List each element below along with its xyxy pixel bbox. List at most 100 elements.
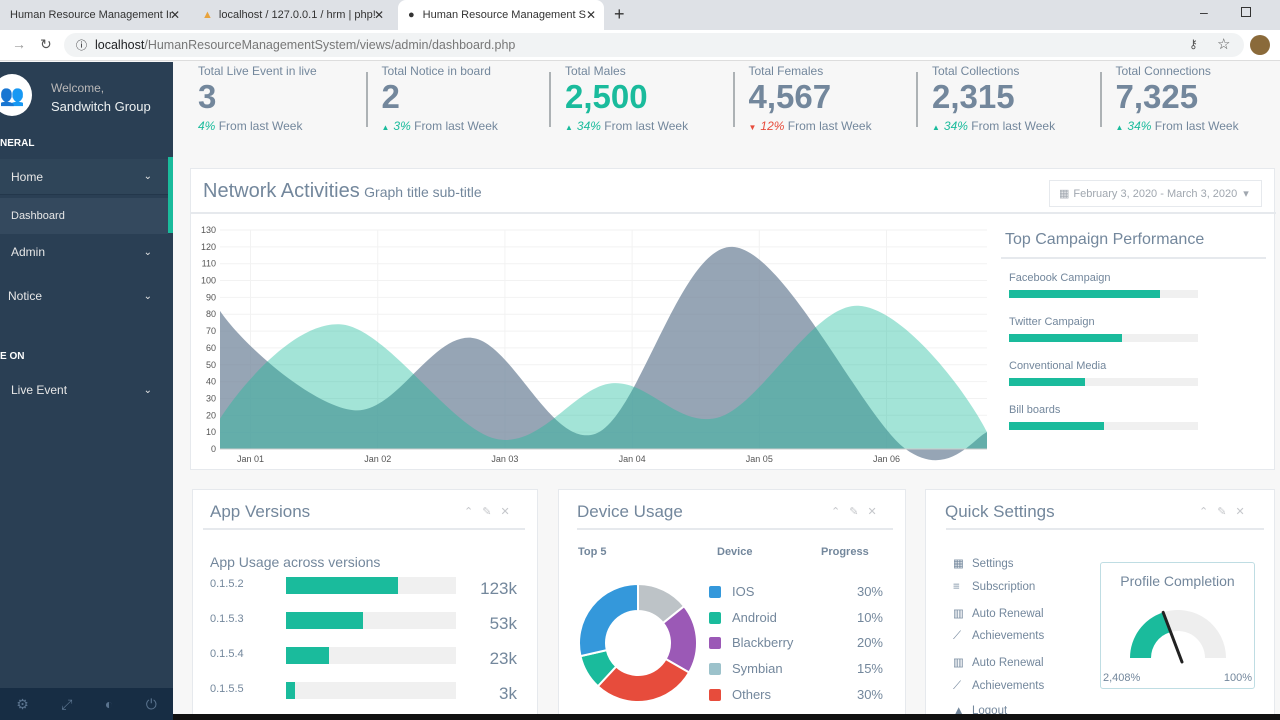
stat-separator xyxy=(365,72,368,127)
x-tick-label: Jan 06 xyxy=(873,454,900,464)
trend-up-icon: ▲ xyxy=(381,123,390,132)
active-indicator xyxy=(168,157,173,233)
y-tick-label: 120 xyxy=(201,242,216,252)
version-usage-value: 123k xyxy=(480,579,517,598)
divider xyxy=(577,528,893,530)
version-usage-bar xyxy=(286,682,456,699)
panel-subtitle: Graph title sub-title xyxy=(364,184,482,200)
version-label: 0.1.5.4 xyxy=(210,648,244,660)
campaign-label: Bill boards xyxy=(1009,404,1061,416)
power-icon[interactable]: ⏻ xyxy=(145,695,157,712)
gauge-fill xyxy=(1130,612,1170,658)
wrench-icon[interactable]: ✎ xyxy=(482,506,501,518)
stat-change: 4% xyxy=(198,119,216,133)
x-tick-label: Jan 02 xyxy=(364,454,391,464)
stat-footer: ▲ 3% From last Week xyxy=(382,119,498,133)
version-usage-value: 23k xyxy=(489,649,517,668)
sidebar-item-live-event[interactable]: Live Event ⌄ xyxy=(11,383,152,397)
user-name: Sandwitch Group xyxy=(51,99,151,114)
star-icon[interactable]: ☆ xyxy=(1217,36,1231,53)
gauge-min-label: 2,408% xyxy=(1103,672,1141,684)
device-name: Others xyxy=(732,686,772,702)
chevron-down-icon: ⌄ xyxy=(143,290,152,302)
browser-tab[interactable]: ▲ localhost / 127.0.0.1 / hrm | php! ✕ xyxy=(202,8,384,22)
stat-suffix: From last Week xyxy=(1154,119,1239,133)
panel-title: Network Activities xyxy=(203,180,360,202)
chevron-down-icon: ⌄ xyxy=(143,246,152,258)
bar-chart-icon: ▥ xyxy=(953,657,964,670)
version-usage-fill xyxy=(286,577,399,594)
stat-footer: ▼ 12% From last Week xyxy=(749,119,872,133)
trend-up-icon: ▲ xyxy=(932,123,940,132)
stat-card: Total Notice in board 2 ▲ 3% From last Week xyxy=(365,62,565,140)
stat-card: Total Collections 2,315 ▲ 34% From last Wee… xyxy=(916,62,1115,140)
device-percent: 15% xyxy=(856,661,883,677)
close-icon[interactable]: ✕ xyxy=(867,506,886,518)
collapse-icon[interactable]: ⌃ xyxy=(831,506,850,518)
caret-down-icon: ▾ xyxy=(1243,188,1249,200)
campaign-label: Facebook Campaign xyxy=(1009,272,1111,284)
panel-title: App Versions xyxy=(210,502,311,521)
collapse-icon[interactable]: ⌃ xyxy=(464,506,483,518)
stat-suffix: From last Week xyxy=(414,119,498,133)
fullscreen-icon[interactable]: ⤢ xyxy=(61,695,73,712)
y-tick-label: 60 xyxy=(206,343,216,353)
version-label: 0.1.5.2 xyxy=(210,578,244,590)
campaign-progress-fill xyxy=(1009,422,1104,430)
phpmyadmin-icon: ▲ xyxy=(202,9,213,21)
area-chart-icon: ▲ xyxy=(953,704,965,717)
stat-suffix: From last Week xyxy=(604,119,689,133)
reload-icon[interactable]: ↻ xyxy=(40,36,52,52)
quick-settings-label: Settings xyxy=(972,558,1014,570)
quick-settings-item[interactable]: ▦ Settings xyxy=(953,556,1014,570)
sidebar-footer: ⚙ ⤢ ◐ ⏻ xyxy=(0,688,173,720)
area-series-2 xyxy=(220,305,987,449)
profile-avatar[interactable] xyxy=(1250,35,1270,55)
quick-settings-item[interactable]: ▥ Auto Renewal xyxy=(953,655,1044,669)
date-range-picker[interactable]: ▦ February 3, 2020 - March 3, 2020 ▾ xyxy=(1049,180,1262,207)
quick-settings-item[interactable]: ▥ Auto Renewal xyxy=(953,606,1044,620)
calendar-icon: ▦ xyxy=(1059,188,1070,200)
trend-down-icon: ▼ xyxy=(748,123,757,132)
quick-settings-item[interactable]: ▲ Logout xyxy=(953,705,1007,717)
bars-icon: ≡ xyxy=(953,580,960,593)
maximize-button[interactable] xyxy=(1241,7,1251,17)
stat-suffix: From last Week xyxy=(218,119,303,133)
url-input[interactable]: ⓘ localhost/HumanResourceManagementSystem… xyxy=(64,33,1244,57)
close-tab-icon[interactable]: ✕ xyxy=(169,8,180,22)
collapse-icon[interactable]: ⌃ xyxy=(1199,506,1218,518)
stat-change: 3% xyxy=(393,119,411,133)
quick-settings-item[interactable]: ⟋ Achievements xyxy=(953,630,1044,643)
legend-swatch xyxy=(709,663,721,676)
new-tab-button[interactable]: + xyxy=(614,4,625,24)
quick-settings-item[interactable]: ≡ Subscription xyxy=(953,581,1035,593)
settings-icon[interactable]: ⚙ xyxy=(16,695,29,712)
forward-icon[interactable]: → xyxy=(12,36,26,52)
y-tick-label: 70 xyxy=(206,326,216,336)
panel-tools: ⌃✎✕ xyxy=(831,505,886,518)
minimize-button[interactable]: – xyxy=(1200,4,1208,20)
sidebar-item-dashboard[interactable]: Dashboard xyxy=(0,198,168,234)
campaign-label: Twitter Campaign xyxy=(1009,316,1095,328)
browser-tab[interactable]: Human Resource Management Ir ✕ xyxy=(10,8,180,22)
wrench-icon[interactable]: ✎ xyxy=(849,506,868,518)
close-icon[interactable]: ✕ xyxy=(1235,506,1254,518)
sidebar-item-home[interactable]: Home ⌄ xyxy=(0,159,168,195)
address-bar-row: → ↻ ⓘ localhost/HumanResourceManagementSy… xyxy=(0,30,1280,61)
wrench-icon[interactable]: ✎ xyxy=(1217,506,1236,518)
close-icon[interactable]: ✕ xyxy=(500,506,519,518)
close-tab-icon[interactable]: ✕ xyxy=(585,8,596,22)
sidebar-item-notice[interactable]: Notice ⌄ xyxy=(8,289,152,303)
sidebar-item-admin[interactable]: Admin ⌄ xyxy=(11,245,152,259)
device-percent: 20% xyxy=(856,635,883,651)
profile-completion-card: Profile Completion 2,408% 100% xyxy=(1100,562,1255,689)
quick-settings-item[interactable]: ⟋ Achievements xyxy=(953,680,1044,693)
section-live-on: E ON xyxy=(0,351,25,362)
x-tick-label: Jan 03 xyxy=(491,454,518,464)
y-tick-label: 40 xyxy=(206,377,216,387)
key-icon[interactable]: ⚷ xyxy=(1189,37,1198,51)
browser-tab-active[interactable]: ● Human Resource Management S ✕ xyxy=(398,0,604,30)
close-tab-icon[interactable]: ✕ xyxy=(373,8,384,22)
y-tick-label: 30 xyxy=(206,393,216,403)
eye-slash-icon[interactable]: ◐ xyxy=(104,696,114,712)
